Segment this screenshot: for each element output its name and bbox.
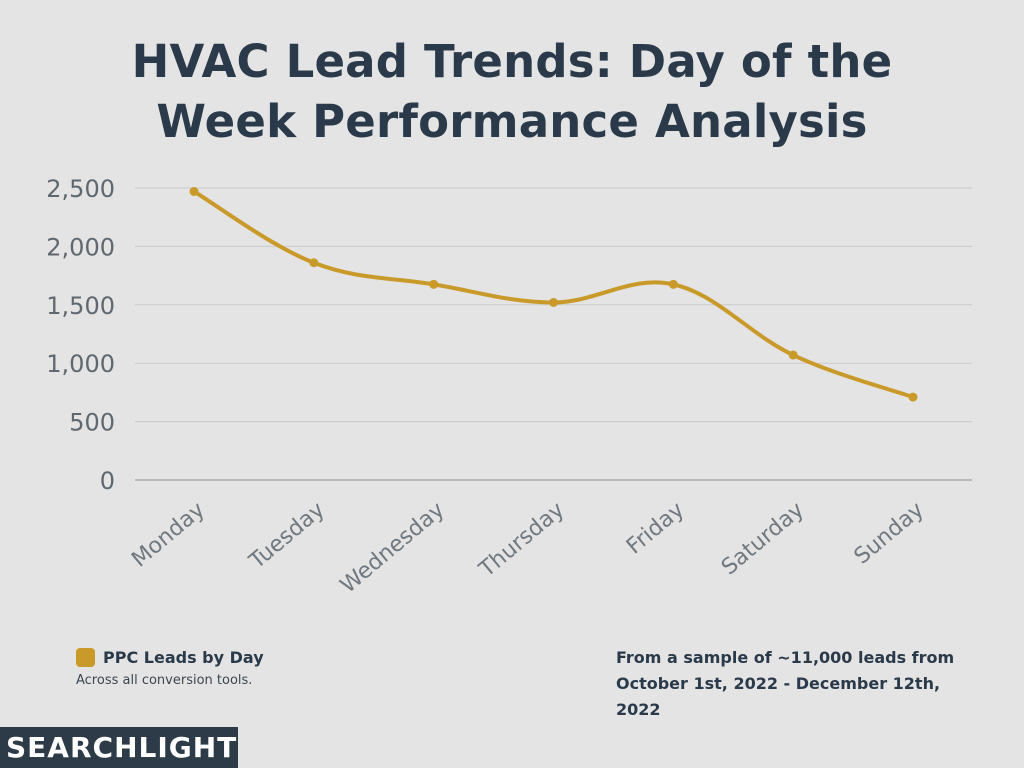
data-point xyxy=(189,187,199,197)
data-point xyxy=(549,297,558,307)
x-tick-label: Tuesday xyxy=(244,497,329,574)
y-tick-label: 0 xyxy=(100,467,115,495)
y-tick-label: 1,000 xyxy=(46,350,115,378)
x-tick-label: Friday xyxy=(622,497,689,559)
y-tick-label: 2,000 xyxy=(46,233,115,261)
data-point xyxy=(309,258,319,268)
x-tick-label: Monday xyxy=(127,497,210,572)
chart-title-line-2: Week Performance Analysis xyxy=(156,95,868,148)
grid-lines xyxy=(135,187,972,481)
legend-label: PPC Leads by Day xyxy=(103,648,264,667)
series-points xyxy=(189,187,918,402)
source-note: From a sample of ~11,000 leads from Octo… xyxy=(616,648,955,719)
x-tick-label: Thursday xyxy=(474,497,569,583)
legend-sublabel: Across all conversion tools. xyxy=(76,673,253,688)
chart-title: HVAC Lead Trends: Day of the Week Perfor… xyxy=(0,32,1024,152)
y-tick-label: 1,500 xyxy=(46,292,115,320)
line-chart: 0 500 1,000 1,500 2,000 2,500 Monday Tuesday We… xyxy=(46,175,972,598)
series-line xyxy=(192,189,915,400)
y-tick-label: 500 xyxy=(69,409,115,437)
data-point xyxy=(429,279,439,289)
x-tick-label: Sunday xyxy=(850,497,929,569)
x-tick-label: Saturday xyxy=(717,497,809,580)
x-axis-tick-labels: Monday Tuesday Wednesday Thursday Friday Satu… xyxy=(127,497,929,598)
data-point xyxy=(788,350,798,360)
x-tick-label: Wednesday xyxy=(336,497,450,598)
data-point xyxy=(668,279,678,289)
chart-title-line-1: HVAC Lead Trends: Day of the xyxy=(131,35,893,88)
y-axis-tick-labels: 0 500 1,000 1,500 2,000 2,500 xyxy=(46,175,115,495)
data-point xyxy=(908,392,918,402)
legend: PPC Leads by Day Across all conversion t… xyxy=(76,648,264,688)
searchlight-logo: SEARCHLIGHT xyxy=(0,727,238,768)
y-tick-label: 2,500 xyxy=(46,175,115,203)
series-lines xyxy=(192,189,915,400)
legend-swatch xyxy=(76,648,95,667)
